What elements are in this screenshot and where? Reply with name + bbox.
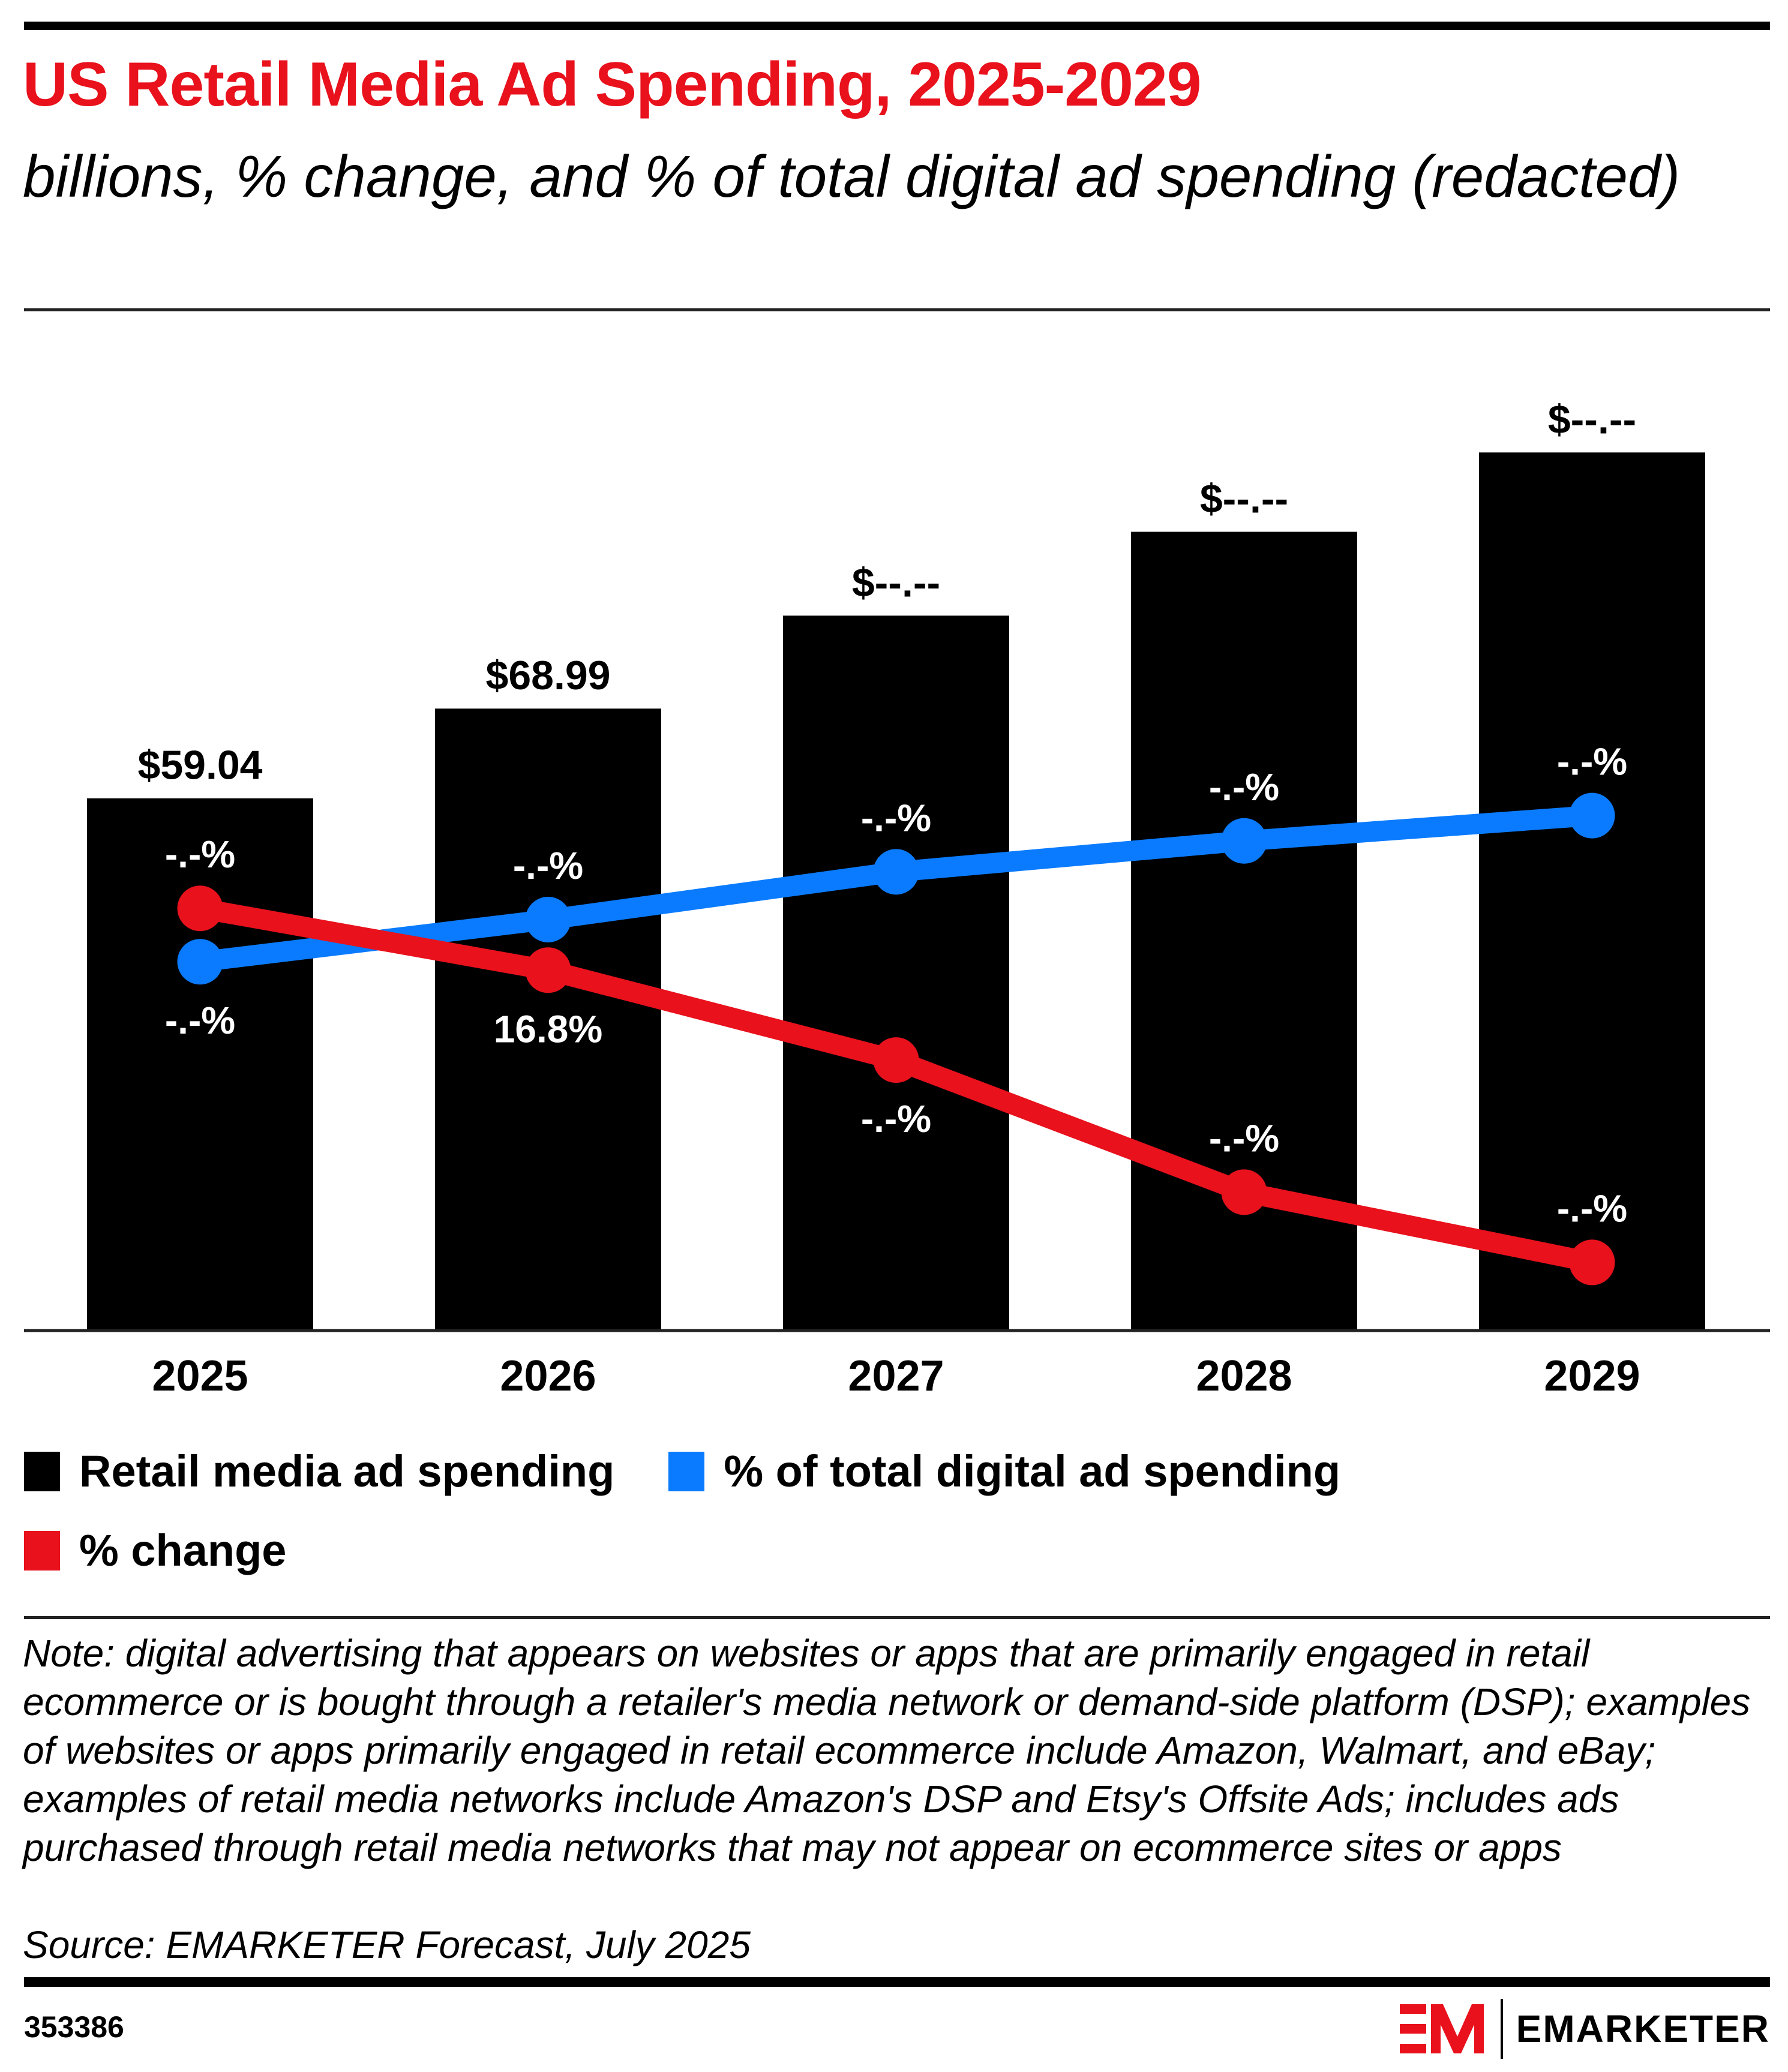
legend-item-retail-media: Retail media ad spending bbox=[24, 1446, 614, 1497]
pct-change-value-label: -.-% bbox=[1557, 1187, 1627, 1230]
bar-2027 bbox=[783, 615, 1009, 1331]
pct-change-value-label: -.-% bbox=[165, 833, 235, 876]
legend-swatch-red bbox=[24, 1530, 60, 1570]
legend-swatch-blue bbox=[668, 1451, 705, 1491]
footnote: Note: digital advertising that appears o… bbox=[23, 1632, 1751, 1869]
pct-change-value-label: -.-% bbox=[861, 1097, 931, 1140]
pct-digital-point-2028 bbox=[1221, 818, 1267, 864]
bar-value-label: $68.99 bbox=[486, 653, 611, 698]
legend-row-1: Retail media ad spending % of total digi… bbox=[24, 1446, 1394, 1497]
x-tick-label: 2028 bbox=[1196, 1352, 1292, 1392]
bar-value-label: $--.-- bbox=[1548, 397, 1636, 442]
pct-change-point-2025 bbox=[177, 885, 223, 932]
bar-2026 bbox=[435, 708, 661, 1331]
x-tick-label: 2027 bbox=[848, 1352, 944, 1392]
legend-item-pct-change: % change bbox=[24, 1525, 286, 1576]
pct-change-value-label: 16.8% bbox=[494, 1007, 602, 1050]
legend-item-pct-digital: % of total digital ad spending bbox=[668, 1446, 1340, 1497]
pct-digital-value-label: -.-% bbox=[513, 844, 583, 887]
emarketer-logo: EMARKETER bbox=[1399, 1999, 1770, 2059]
pct-digital-point-2025 bbox=[177, 939, 223, 985]
chart-id: 353386 bbox=[24, 2010, 124, 2044]
bar-series bbox=[87, 452, 1705, 1331]
x-axis-ticks: 2025 2026 2027 2028 2029 bbox=[152, 1352, 1640, 1392]
bottom-rule bbox=[24, 1977, 1770, 1987]
pct-digital-value-label: -.-% bbox=[861, 796, 931, 839]
pct-digital-value-label: -.-% bbox=[165, 999, 235, 1042]
legend-row-2: % change bbox=[24, 1525, 340, 1576]
em-logo-icon bbox=[1399, 2004, 1484, 2053]
bar-value-label: $59.04 bbox=[138, 743, 263, 788]
note-rule bbox=[24, 1616, 1770, 1619]
x-tick-label: 2029 bbox=[1544, 1352, 1640, 1392]
x-tick-label: 2026 bbox=[500, 1352, 596, 1392]
legend-label: % of total digital ad spending bbox=[724, 1446, 1341, 1496]
top-rule bbox=[24, 22, 1770, 30]
pct-digital-point-2029 bbox=[1569, 792, 1615, 839]
legend-swatch-black bbox=[24, 1451, 60, 1491]
data-labels: $59.04 $68.99 $--.-- $--.-- $--.-- -.-% -.-% -.… bbox=[138, 397, 1637, 1230]
chart-subtitle: billions, % change, and % of total digit… bbox=[23, 143, 1681, 209]
x-tick-label: 2025 bbox=[152, 1352, 248, 1392]
bar-2025 bbox=[87, 798, 313, 1331]
pct-change-point-2028 bbox=[1221, 1169, 1267, 1215]
brand-name: EMARKETER bbox=[1516, 2007, 1770, 2050]
pct-change-point-2027 bbox=[873, 1037, 919, 1083]
chart-title: US Retail Media Ad Spending, 2025-2029 bbox=[23, 50, 1202, 119]
pct-digital-point-2026 bbox=[525, 896, 571, 942]
line-series bbox=[177, 792, 1615, 1286]
logo-divider bbox=[1500, 1999, 1503, 2059]
legend-label: % change bbox=[79, 1526, 287, 1575]
subtitle-rule bbox=[24, 308, 1770, 311]
pct-digital-point-2027 bbox=[873, 849, 919, 895]
pct-digital-value-label: -.-% bbox=[1209, 765, 1279, 809]
bar-value-label: $--.-- bbox=[852, 560, 940, 605]
pct-digital-value-label: -.-% bbox=[1557, 740, 1627, 783]
bar-2029 bbox=[1479, 452, 1705, 1331]
pct-change-point-2029 bbox=[1569, 1239, 1615, 1286]
chart-plot: $59.04 $68.99 $--.-- $--.-- $--.-- -.-% -.-% -.… bbox=[24, 397, 1770, 1392]
pct-change-point-2026 bbox=[525, 947, 571, 993]
bar-value-label: $--.-- bbox=[1200, 476, 1288, 522]
source-line: Source: EMARKETER Forecast, July 2025 bbox=[23, 1923, 751, 1966]
pct-change-value-label: -.-% bbox=[1209, 1116, 1279, 1160]
legend-label: Retail media ad spending bbox=[79, 1446, 615, 1496]
